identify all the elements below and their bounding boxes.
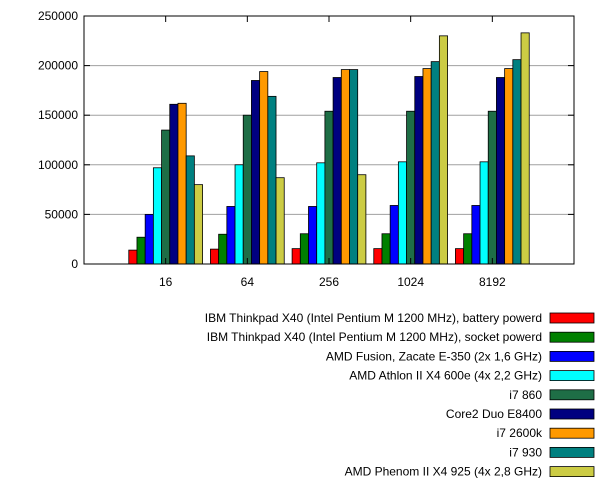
bar	[496, 77, 506, 265]
bar	[397, 161, 407, 265]
legend-swatch	[549, 446, 595, 458]
y-tick-label: 100000	[38, 158, 78, 172]
bar	[349, 69, 359, 265]
bar	[471, 205, 481, 265]
bar	[512, 59, 522, 265]
bar	[406, 110, 416, 265]
bar	[185, 155, 195, 265]
bar	[389, 205, 399, 265]
x-tick-label: 1024	[397, 275, 424, 289]
bar	[152, 167, 162, 265]
bar	[267, 95, 277, 265]
bar	[299, 233, 309, 265]
bar	[226, 206, 236, 265]
bar	[291, 248, 301, 265]
bar	[275, 177, 285, 265]
legend: IBM Thinkpad X40 (Intel Pentium M 1200 M…	[205, 311, 595, 479]
legend-label: AMD Fusion, Zacate E-350 (2x 1,6 GHz)	[326, 349, 542, 363]
bar	[504, 68, 514, 265]
legend-label: IBM Thinkpad X40 (Intel Pentium M 1200 M…	[207, 330, 542, 344]
bar	[332, 77, 342, 265]
bar	[161, 129, 171, 265]
legend-label: i7 930	[509, 445, 542, 459]
bar	[251, 80, 261, 265]
bars	[128, 32, 530, 265]
x-tick-label: 256	[319, 275, 339, 289]
bar	[316, 162, 326, 265]
y-tick-label: 50000	[45, 207, 79, 221]
bar	[520, 32, 530, 265]
bar	[144, 213, 154, 265]
bar	[324, 110, 334, 265]
legend-swatch	[549, 312, 595, 324]
legend-label: AMD Phenom II X4 925 (4x 2,8 GHz)	[345, 465, 542, 479]
legend-label: IBM Thinkpad X40 (Intel Pentium M 1200 M…	[205, 311, 542, 325]
x-tick-label: 64	[241, 275, 255, 289]
bar	[430, 61, 440, 265]
legend-swatch	[549, 408, 595, 420]
bar	[218, 233, 228, 265]
legend-label: Core2 Duo E8400	[446, 407, 542, 421]
bar	[438, 35, 448, 265]
bar	[479, 161, 489, 265]
y-tick-label: 0	[71, 257, 78, 271]
x-tick-label: 16	[159, 275, 173, 289]
bar	[234, 164, 244, 265]
legend-swatch	[549, 331, 595, 343]
bar	[373, 248, 383, 265]
bar	[414, 76, 424, 265]
bar	[357, 174, 367, 265]
y-tick-label: 250000	[38, 9, 78, 23]
legend-swatch	[549, 350, 595, 362]
bar	[422, 68, 432, 265]
bar	[381, 233, 391, 265]
bar	[340, 69, 350, 265]
bar	[169, 103, 179, 265]
bar	[455, 248, 465, 265]
bar	[487, 110, 497, 265]
y-tick-label: 200000	[38, 59, 78, 73]
bar	[136, 236, 146, 265]
bar	[242, 114, 252, 265]
x-tick-label: 8192	[479, 275, 506, 289]
legend-swatch	[549, 370, 595, 382]
legend-swatch	[549, 466, 595, 478]
legend-label: i7 860	[509, 388, 542, 402]
bar	[177, 102, 187, 265]
y-tick-label: 150000	[38, 108, 78, 122]
legend-swatch	[549, 427, 595, 439]
legend-swatch	[549, 389, 595, 401]
bar	[463, 233, 473, 265]
legend-label: AMD Athlon II X4 600e (4x 2,2 GHz)	[349, 369, 542, 383]
axis-ticks: 0 50000 100000 150000 200000 250000 16 64 256 102…	[38, 9, 574, 289]
bar	[210, 248, 220, 265]
legend-label: i7 2600k	[497, 426, 543, 440]
bar	[259, 71, 269, 265]
bar	[193, 184, 203, 265]
bar	[308, 206, 318, 265]
bar	[128, 249, 138, 265]
